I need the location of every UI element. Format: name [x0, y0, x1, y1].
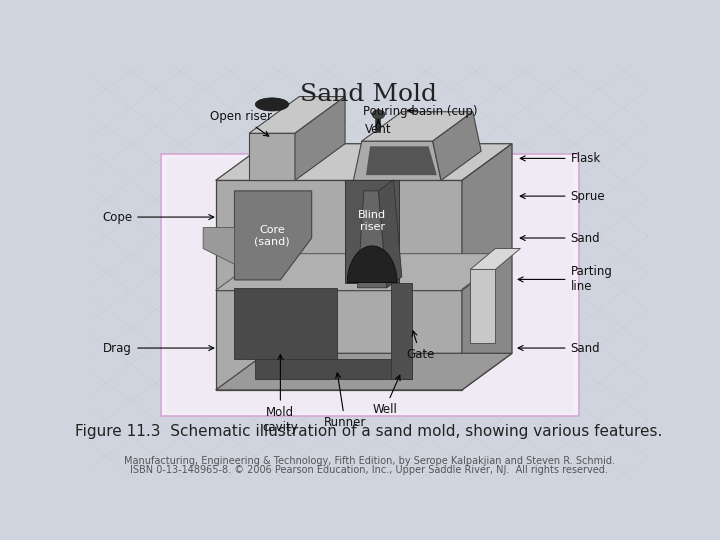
- Text: Cope: Cope: [102, 211, 214, 224]
- Text: Pouring basin (cup): Pouring basin (cup): [363, 105, 477, 118]
- Polygon shape: [366, 146, 437, 175]
- FancyBboxPatch shape: [167, 158, 573, 412]
- Polygon shape: [249, 97, 345, 133]
- Text: Blind
riser: Blind riser: [358, 210, 386, 232]
- Text: Core
(sand): Core (sand): [254, 225, 290, 246]
- Polygon shape: [216, 291, 462, 390]
- Text: Figure 11.3  Schematic illustration of a sand mold, showing various features.: Figure 11.3 Schematic illustration of a …: [76, 424, 662, 439]
- Circle shape: [372, 110, 384, 119]
- Polygon shape: [235, 191, 312, 280]
- Text: Vent: Vent: [365, 120, 392, 136]
- Polygon shape: [433, 112, 481, 180]
- Text: Sand: Sand: [518, 341, 600, 355]
- Polygon shape: [256, 359, 412, 380]
- Polygon shape: [470, 248, 521, 269]
- Text: Sand Mold: Sand Mold: [300, 83, 438, 106]
- Text: Well: Well: [372, 375, 400, 416]
- Polygon shape: [379, 180, 402, 288]
- Polygon shape: [470, 269, 495, 343]
- Polygon shape: [256, 98, 289, 111]
- Polygon shape: [216, 144, 512, 180]
- Polygon shape: [354, 141, 441, 180]
- Text: Flask: Flask: [521, 152, 600, 165]
- Text: Gate: Gate: [406, 331, 434, 361]
- Text: Drag: Drag: [104, 341, 214, 355]
- Polygon shape: [249, 133, 295, 180]
- Polygon shape: [295, 97, 345, 180]
- Polygon shape: [358, 191, 387, 288]
- Text: ISBN 0-13-148965-8. © 2006 Pearson Education, Inc., Upper Saddle River, NJ.  All: ISBN 0-13-148965-8. © 2006 Pearson Educa…: [130, 465, 608, 475]
- Polygon shape: [216, 254, 512, 291]
- Text: Runner: Runner: [324, 373, 366, 429]
- Text: Sand: Sand: [521, 232, 600, 245]
- FancyBboxPatch shape: [161, 154, 579, 416]
- Text: Sprue: Sprue: [521, 190, 605, 202]
- Text: Mold
cavity: Mold cavity: [263, 355, 298, 434]
- Polygon shape: [347, 246, 397, 282]
- Text: Open riser: Open riser: [210, 110, 271, 136]
- Text: Manufacturing, Engineering & Technology, Fifth Edition, by Serope Kalpakjian and: Manufacturing, Engineering & Technology,…: [124, 456, 614, 465]
- Polygon shape: [462, 252, 512, 291]
- Polygon shape: [216, 180, 462, 291]
- Polygon shape: [391, 282, 412, 380]
- Polygon shape: [462, 144, 512, 390]
- Polygon shape: [345, 180, 400, 282]
- Polygon shape: [235, 288, 337, 359]
- Polygon shape: [216, 353, 512, 390]
- Polygon shape: [203, 227, 235, 264]
- Polygon shape: [361, 112, 473, 141]
- Text: Parting
line: Parting line: [518, 266, 612, 293]
